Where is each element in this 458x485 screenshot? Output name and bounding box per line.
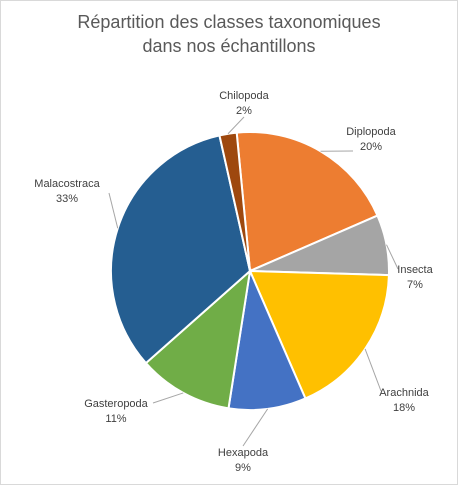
label-hexapoda-value: 9% <box>235 462 251 474</box>
leader-line-gasteropoda <box>152 392 184 404</box>
label-diplopoda-name: Diplopoda <box>346 126 396 138</box>
chart-title-line-1: Répartition des classes taxonomiques <box>77 12 381 32</box>
label-insecta-value: 7% <box>407 279 423 291</box>
slice-gasteropoda <box>144 268 252 410</box>
label-hexapoda-name: Hexapoda <box>218 447 269 459</box>
leader-line-insecta <box>386 244 399 270</box>
leader-line-chilopoda <box>227 116 245 135</box>
pie-slices <box>110 131 390 411</box>
label-chilopoda-name: Chilopoda <box>219 90 269 102</box>
label-insecta-name: Insecta <box>397 264 433 276</box>
label-malacostraca-name: Malacostraca <box>34 178 100 190</box>
chart-title-line-2: dans nos échantillons <box>142 36 316 56</box>
label-gasteropoda-value: 11% <box>105 413 126 425</box>
slice-arachnida <box>248 269 390 400</box>
label-arachnida-name: Arachnida <box>379 387 429 399</box>
label-malacostraca-value: 33% <box>56 193 78 205</box>
slice-diplopoda <box>235 131 379 273</box>
leader-line-hexapoda <box>242 408 269 447</box>
slice-hexapoda <box>227 267 307 411</box>
label-gasteropoda-name: Gasteropoda <box>84 398 148 410</box>
chart-title: Répartition des classes taxonomiques dan… <box>1 10 457 58</box>
label-chilopoda-value: 2% <box>236 105 252 117</box>
slice-chilopoda <box>218 131 251 272</box>
leader-lines <box>108 116 399 447</box>
leader-line-arachnida <box>364 348 382 392</box>
leader-line-malacostraca <box>108 192 119 229</box>
label-arachnida-value: 18% <box>393 402 415 414</box>
label-diplopoda-value: 20% <box>360 141 382 153</box>
